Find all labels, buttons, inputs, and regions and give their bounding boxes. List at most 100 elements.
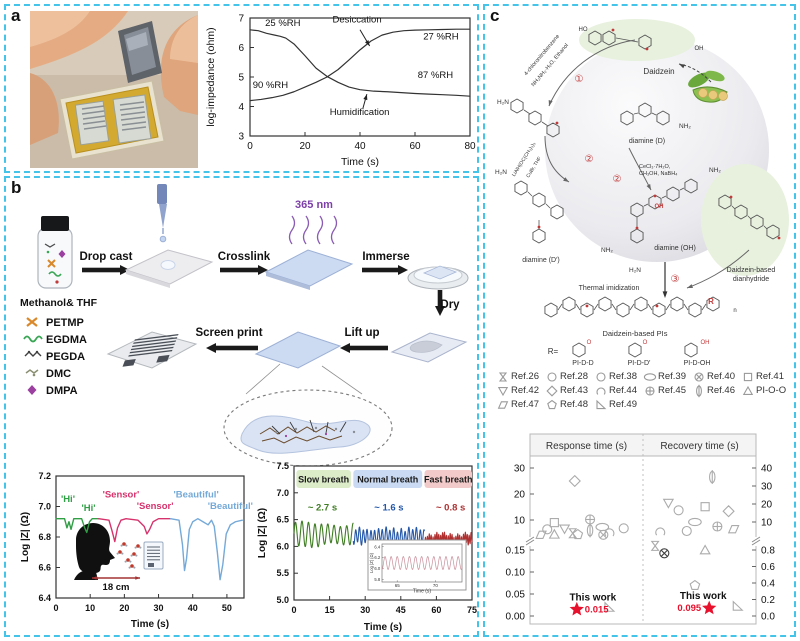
svg-text:25 %RH: 25 %RH	[265, 18, 301, 29]
svg-text:45: 45	[396, 605, 406, 615]
svg-text:This work: This work	[680, 591, 727, 602]
svg-text:'Hi': 'Hi'	[81, 503, 95, 514]
svg-text:5.8: 5.8	[374, 577, 380, 582]
svg-text:H₂N: H₂N	[497, 99, 509, 106]
svg-text:7: 7	[238, 14, 244, 25]
svg-text:'Sensor': 'Sensor'	[137, 501, 174, 512]
fabrication-shapes	[37, 184, 469, 467]
svg-text:Log |Z| (Ω): Log |Z| (Ω)	[257, 508, 268, 558]
parallelogram-marker-icon	[497, 400, 509, 409]
svg-text:H₂N: H₂N	[495, 169, 507, 176]
svg-text:DMC: DMC	[46, 368, 71, 380]
uv-wavelength-label: 365 nm	[295, 199, 333, 211]
svg-text:OH: OH	[701, 340, 710, 346]
svg-text:Response time (s): Response time (s)	[546, 441, 627, 452]
svg-text:10: 10	[514, 516, 526, 527]
breath-monitoring-chart: 5.0 5.5 6.0 6.5 7.0 7.5 0 15 30 45 60 75 Time (s) Log…	[257, 461, 477, 633]
svg-text:This work: This work	[569, 592, 616, 603]
legend-item: Ref.41	[742, 370, 784, 383]
svg-text:O: O	[587, 340, 592, 346]
svg-text:'Sensor': 'Sensor'	[103, 489, 140, 500]
svg-text:Thermal imidization: Thermal imidization	[579, 285, 640, 292]
svg-text:Desiccation: Desiccation	[333, 15, 382, 26]
legend-item: Ref.48	[546, 398, 588, 411]
step-label-immerse: Immerse	[362, 251, 409, 263]
legend-item: Ref.39	[643, 370, 686, 383]
svg-text:0.0: 0.0	[761, 612, 775, 623]
pentagon-marker-icon	[547, 399, 557, 409]
svg-text:0.15: 0.15	[506, 546, 526, 557]
svg-text:0.095: 0.095	[677, 603, 701, 614]
breath-distance-art: 18 cm	[74, 523, 164, 593]
svg-text:'Beautiful': 'Beautiful'	[174, 489, 219, 500]
svg-text:20: 20	[514, 490, 526, 501]
svg-text:PETMP: PETMP	[46, 317, 84, 329]
pegda-chain-icon	[24, 350, 42, 357]
svg-text:3: 3	[238, 132, 244, 143]
legend-item: Ref.45	[644, 384, 686, 397]
svg-text:Normal breath: Normal breath	[357, 475, 418, 485]
triangle-right-marker-icon	[596, 399, 607, 409]
svg-text:Time (s): Time (s)	[341, 156, 379, 168]
ellipse-h-marker-icon	[643, 372, 657, 381]
svg-text:Time (s): Time (s)	[364, 622, 402, 633]
svg-text:0.4: 0.4	[761, 579, 775, 590]
svg-text:DMPA: DMPA	[46, 385, 78, 397]
svg-text:PEGDA: PEGDA	[46, 351, 85, 363]
square-marker-icon	[743, 372, 753, 381]
svg-text:0.6: 0.6	[761, 562, 775, 573]
svg-text:'Hi': 'Hi'	[61, 494, 75, 505]
step-label-screen-print: Screen print	[195, 327, 262, 339]
svg-text:0: 0	[53, 603, 58, 613]
svg-text:6: 6	[238, 43, 244, 54]
egdma-chain-icon	[23, 335, 43, 343]
svg-text:0.8: 0.8	[761, 546, 775, 557]
step-label-dry: Dry	[440, 299, 460, 311]
step-label-lift-up: Lift up	[344, 327, 379, 339]
svg-text:5.5: 5.5	[276, 568, 289, 578]
svg-text:diamine (D): diamine (D)	[629, 138, 665, 145]
svg-text:90 %RH: 90 %RH	[253, 80, 289, 91]
svg-text:OH: OH	[655, 204, 664, 210]
svg-text:'Beautiful': 'Beautiful'	[208, 501, 253, 512]
svg-text:③: ③	[671, 274, 680, 285]
svg-text:dianhydride: dianhydride	[733, 276, 769, 283]
svg-text:18 cm: 18 cm	[103, 582, 130, 593]
svg-text:Daidzein-based PIs: Daidzein-based PIs	[602, 329, 667, 338]
svg-text:H₂N: H₂N	[629, 267, 641, 274]
svg-text:6.2: 6.2	[374, 555, 380, 560]
legend-item: Ref.47	[497, 398, 539, 411]
svg-text:0.00: 0.00	[506, 612, 526, 623]
panel-c-label: c	[490, 6, 500, 25]
svg-text:10: 10	[761, 518, 773, 529]
svg-text:4: 4	[238, 102, 244, 113]
svg-text:0.2: 0.2	[761, 595, 775, 606]
svg-text:40: 40	[761, 464, 773, 475]
humidity-impedance-chart: 3 4 5 6 7 0 20 40 60 80 Time (s) log-impedance (ohm…	[205, 14, 476, 169]
svg-text:40: 40	[188, 603, 198, 613]
diamond-marker-icon	[546, 384, 558, 397]
svg-text:Time (s): Time (s)	[413, 589, 431, 595]
step-label-drop-cast: Drop cast	[79, 251, 132, 263]
svg-text:6.4: 6.4	[38, 593, 51, 603]
svg-text:Log |Z| (Ω): Log |Z| (Ω)	[369, 552, 374, 573]
panel-b-label: b	[11, 178, 22, 197]
comparison-legend: Ref.26 Ref.28 Ref.38 Ref.39 Ref.40 Ref.41 Ref.…	[497, 370, 793, 412]
svg-text:15: 15	[325, 605, 335, 615]
dmpa-photoinitiator-icon	[27, 385, 37, 395]
legend-item: Ref.46	[693, 384, 735, 397]
soybean-icon	[688, 70, 728, 103]
svg-text:40: 40	[354, 141, 366, 152]
petmp-crosslinker-icon	[26, 317, 38, 327]
svg-text:PI-D-D′: PI-D-D′	[628, 360, 651, 367]
svg-text:CH₃OH, NaBH₄: CH₃OH, NaBH₄	[639, 171, 678, 177]
svg-text:65: 65	[395, 583, 401, 588]
dmc-molecule-icon	[25, 369, 39, 377]
legend-item: Ref.40	[693, 370, 735, 383]
svg-text:7.0: 7.0	[276, 488, 289, 498]
legend-item: PI-O-O	[742, 384, 786, 397]
svg-text:②: ②	[585, 154, 594, 165]
svg-text:7.0: 7.0	[38, 502, 51, 512]
svg-text:~ 0.8 s: ~ 0.8 s	[436, 502, 465, 513]
